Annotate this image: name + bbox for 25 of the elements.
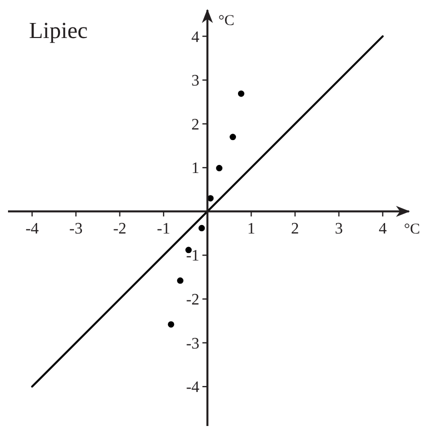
y-tick-label: 4 [191, 28, 200, 46]
point [168, 321, 174, 328]
y-tick-label: 2 [191, 116, 200, 134]
x-tick-label: -2 [113, 220, 126, 238]
point [198, 224, 205, 232]
y-axis-title: °C [218, 13, 234, 29]
y-tick-label: 1 [191, 160, 200, 178]
x-axis-title: °C [404, 221, 420, 238]
x-tick-label: -4 [25, 220, 39, 238]
x-tick-label: -3 [69, 220, 83, 238]
point [230, 134, 236, 140]
y-tick-label: -2 [186, 292, 200, 309]
y-tick-label: 3 [191, 72, 200, 90]
y-tick-label: -1 [186, 248, 200, 265]
x-tick-label: 2 [291, 220, 300, 238]
x-tick-label: 4 [378, 220, 387, 238]
x-tick-label: 1 [247, 220, 256, 238]
point [216, 164, 222, 172]
y-tick-label: -3 [186, 335, 200, 352]
chart-title: Lipiec [29, 18, 88, 43]
point [177, 277, 184, 284]
x-tick-label: 3 [334, 220, 343, 238]
point [238, 90, 244, 97]
y-tick-label: -4 [186, 379, 200, 396]
x-tick-label: -1 [156, 220, 170, 238]
